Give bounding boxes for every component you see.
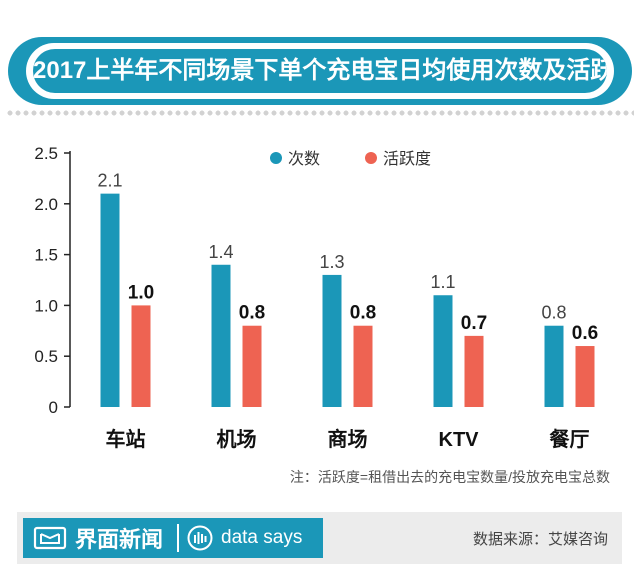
data-label-activity: 0.8: [239, 303, 265, 324]
legend-marker-activity: [365, 152, 377, 164]
bar-activity: [242, 325, 262, 407]
brand-logo: 界面新闻 data says: [23, 518, 323, 558]
brand-name-en: data says: [221, 527, 303, 548]
y-tick-label: 2.0: [34, 195, 58, 214]
dotted-divider: [6, 110, 634, 116]
legend-label-activity: 活跃度: [383, 150, 431, 168]
footnote: 注：活跃度=租借出去的充电宝数量/投放充电宝总数: [289, 469, 610, 485]
category-labels: 车站 机场 商场 KTV 餐厅: [106, 427, 590, 451]
data-label-count: 1.3: [319, 252, 344, 272]
data-source: 数据来源：艾媒咨询: [472, 531, 608, 548]
bars: 2.1 1.0 1.4 0.8 1.3 0.8 1.1 0.7 0.8 0.6: [97, 171, 598, 407]
brand-name-cn: 界面新闻: [75, 527, 164, 552]
data-label-activity: 0.7: [461, 313, 487, 334]
y-tick-label: 2.5: [34, 144, 58, 163]
legend: 次数 活跃度: [270, 150, 431, 168]
footer: 界面新闻 data says 数据来源：艾媒咨询: [17, 512, 622, 564]
bar-count: [322, 274, 342, 407]
title-banner: 2017上半年不同场景下单个充电宝日均使用次数及活跃度: [8, 37, 632, 105]
legend-marker-count: [270, 152, 282, 164]
category-label: 机场: [217, 427, 257, 451]
y-tick-label: 1.5: [34, 246, 58, 265]
data-label-activity: 0.8: [350, 303, 376, 324]
bar-count: [433, 295, 453, 407]
bar-activity: [353, 325, 373, 407]
brand-divider: [177, 524, 180, 552]
y-tick-label: 0: [49, 398, 58, 417]
bar-activity: [575, 346, 595, 407]
data-says-icon: [187, 525, 213, 551]
data-label-activity: 1.0: [128, 282, 154, 303]
bar-count: [544, 325, 564, 407]
bar-count: [211, 264, 231, 407]
data-label-count: 0.8: [541, 303, 566, 323]
y-axis: 0 0.5 1.0 1.5 2.0 2.5: [34, 144, 71, 417]
data-label-count: 2.1: [97, 171, 122, 191]
category-label: 车站: [106, 427, 146, 451]
data-label-count: 1.1: [430, 272, 455, 292]
y-tick-label: 1.0: [34, 296, 58, 315]
title-banner-inner: 2017上半年不同场景下单个充电宝日均使用次数及活跃度: [26, 43, 614, 99]
bar-activity: [464, 335, 484, 407]
bar-count: [100, 193, 120, 407]
data-label-count: 1.4: [208, 242, 233, 262]
category-label: 商场: [328, 427, 368, 451]
jiemian-logo-icon: [33, 526, 67, 550]
y-tick-label: 0.5: [34, 347, 58, 366]
chart-title: 2017上半年不同场景下单个充电宝日均使用次数及活跃度: [33, 49, 607, 93]
legend-label-count: 次数: [288, 150, 320, 168]
category-label: KTV: [439, 429, 480, 451]
category-label: 餐厅: [550, 427, 590, 451]
data-label-activity: 0.6: [572, 323, 598, 344]
bar-activity: [131, 305, 151, 407]
